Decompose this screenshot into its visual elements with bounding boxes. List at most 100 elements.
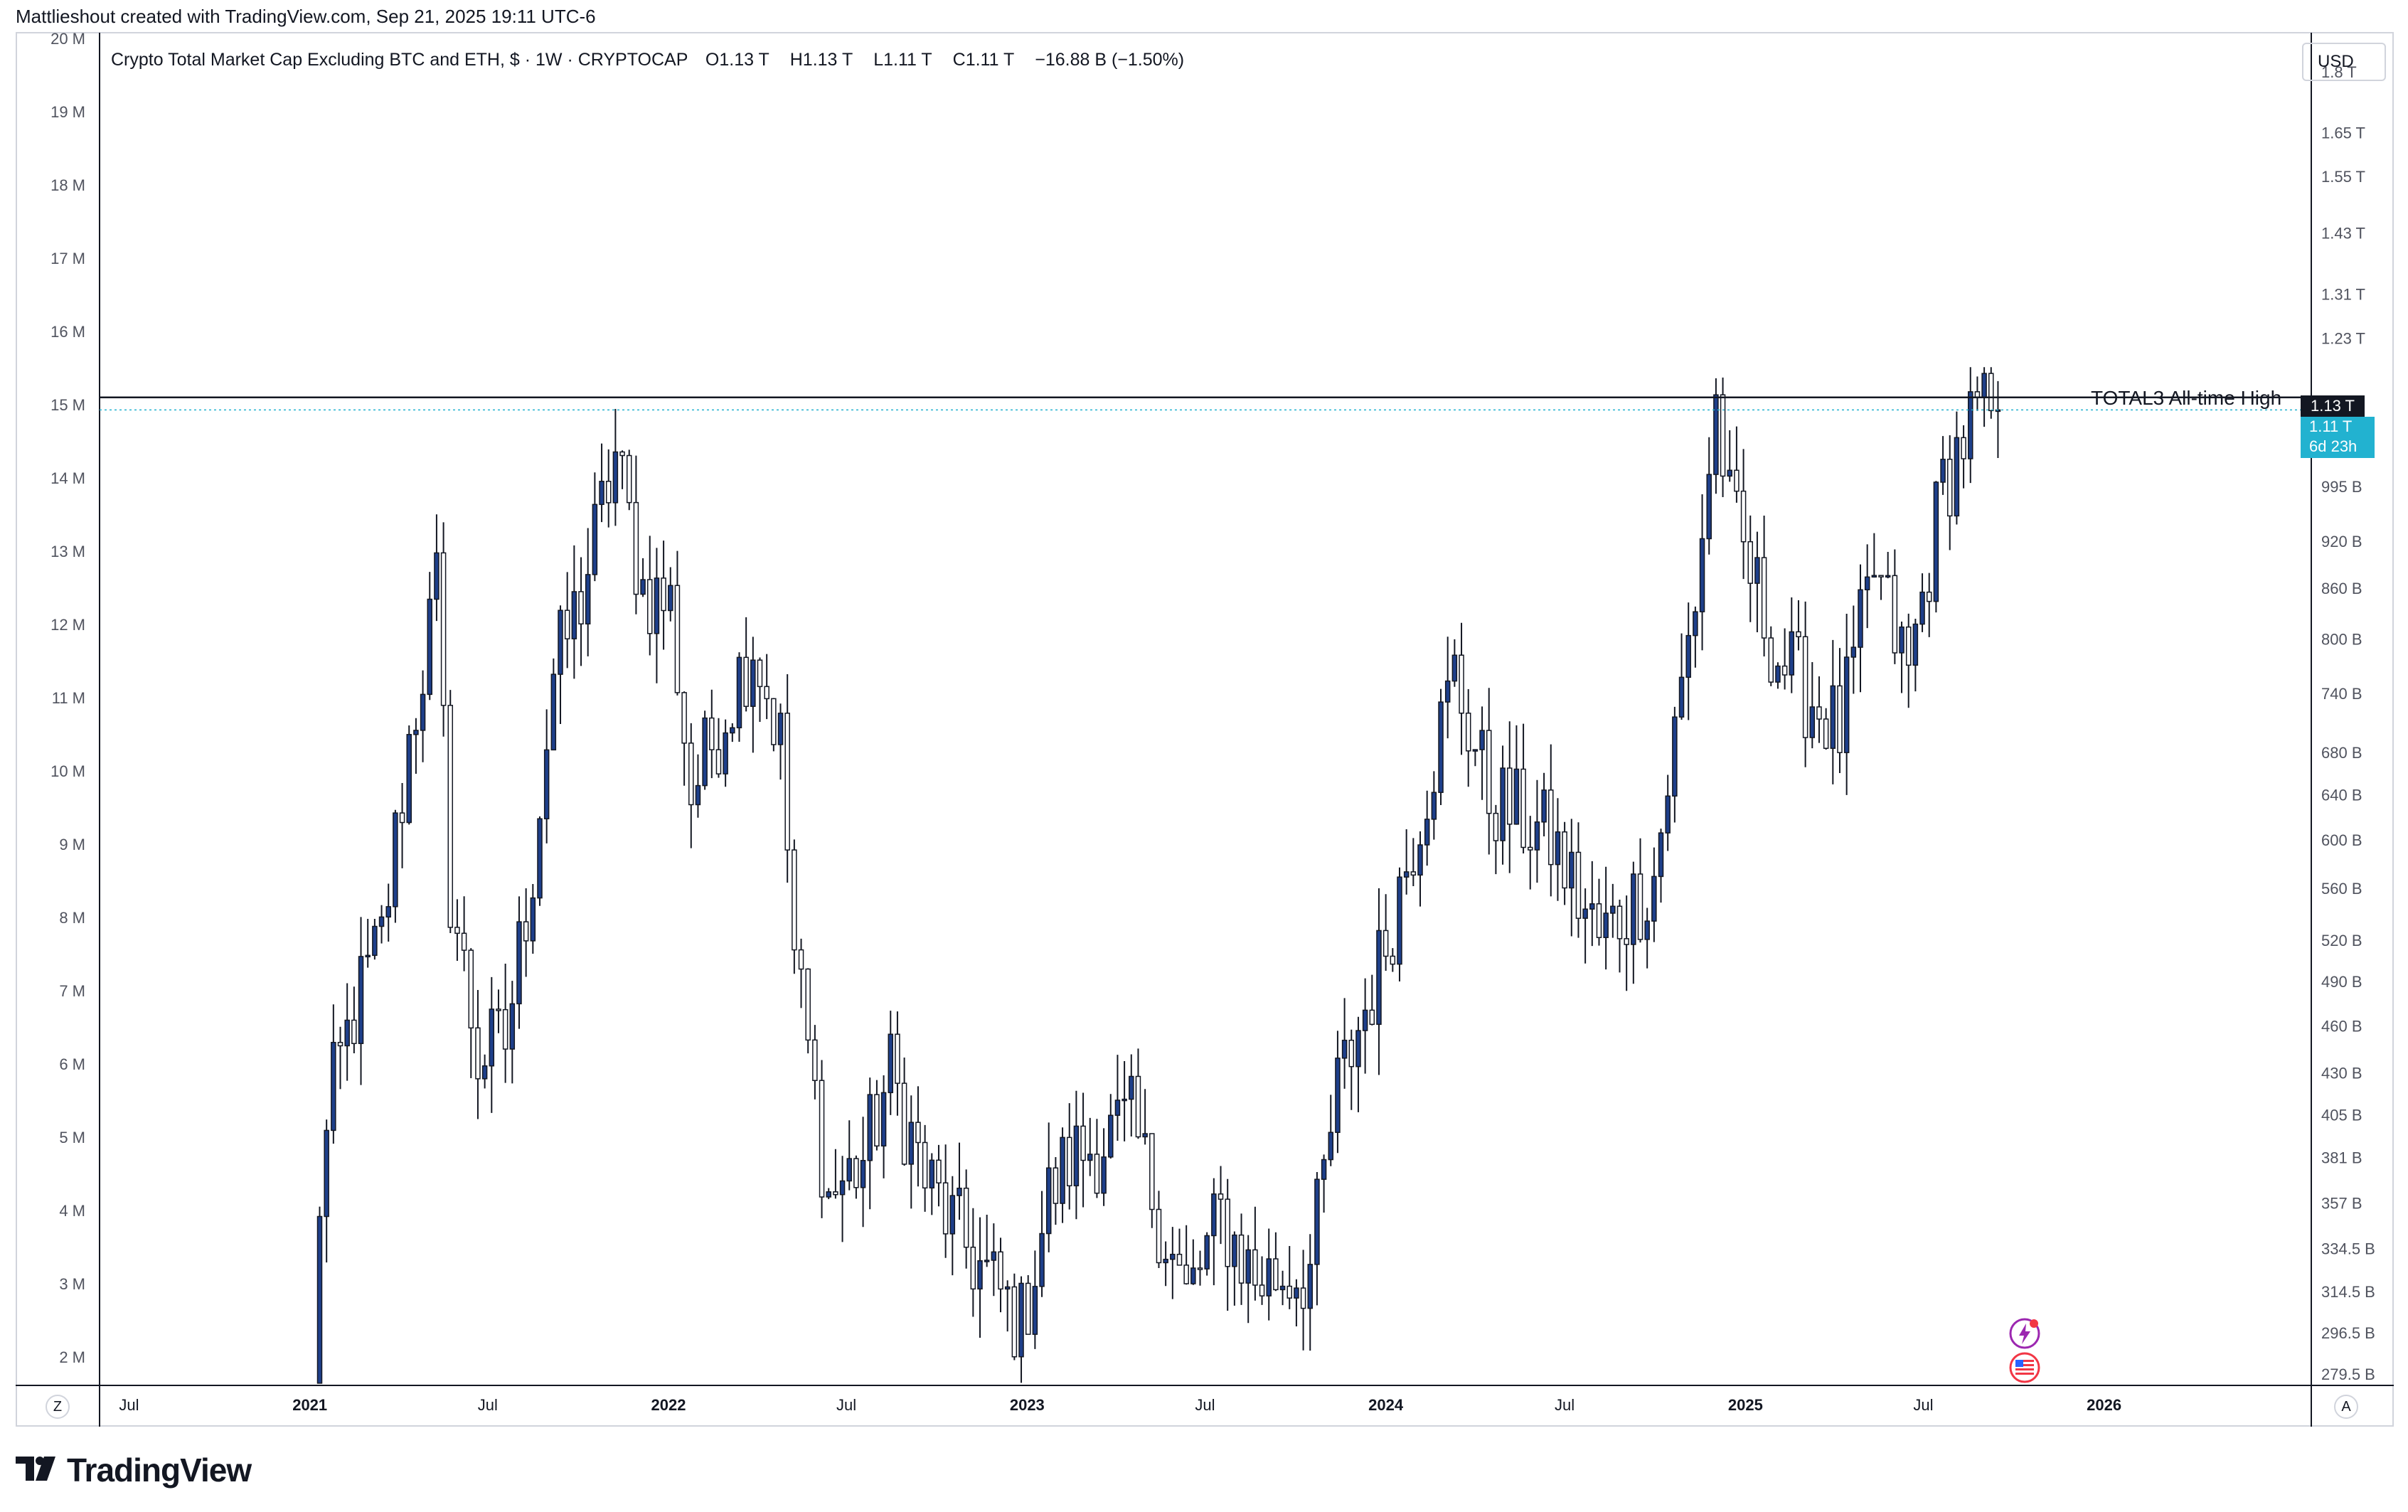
candle-down	[1974, 391, 1981, 398]
candle-up	[543, 749, 550, 819]
legend-high-value: 1.13 T	[802, 50, 853, 70]
candle-up	[668, 585, 673, 612]
left-axis-tick-label: 2 M	[59, 1348, 85, 1366]
candle-down	[1156, 1208, 1162, 1264]
time-axis-tick-label: Jul	[1195, 1396, 1215, 1414]
candle-up	[413, 730, 419, 735]
tradingview-brand[interactable]: TradingView	[16, 1451, 252, 1489]
candle-down	[674, 585, 681, 693]
right-axis-tick-label: 1.65 T	[2321, 124, 2365, 142]
candle-up	[1424, 819, 1430, 846]
candle-down	[1025, 1282, 1031, 1335]
candle-up	[1397, 876, 1402, 965]
currency-button[interactable]: USD	[2302, 43, 2386, 81]
candle-down	[1562, 831, 1567, 889]
candle-up	[489, 1008, 495, 1067]
candle-down	[1259, 1284, 1265, 1297]
lightning-event-icon[interactable]	[2008, 1317, 2041, 1353]
candle-down	[812, 1039, 818, 1081]
auto-scale-button[interactable]: A	[2334, 1395, 2358, 1419]
candle-up	[1294, 1287, 1299, 1299]
candle-up	[1045, 1167, 1052, 1235]
right-axis-tick-label: 357 B	[2321, 1194, 2362, 1212]
candle-down	[502, 1008, 508, 1050]
candle-up	[1954, 437, 1960, 517]
candle-up	[977, 1260, 983, 1290]
candle-down	[661, 577, 666, 612]
candle-up	[846, 1158, 852, 1182]
candle-up	[1631, 873, 1636, 945]
right-axis-tick-label: 800 B	[2321, 630, 2362, 648]
candle-up	[1163, 1258, 1168, 1264]
right-axis-tick-label: 1.31 T	[2321, 286, 2365, 304]
candle-down	[915, 1122, 921, 1144]
candle-up	[750, 659, 756, 707]
candle-up	[1658, 832, 1664, 878]
candle-down	[1238, 1234, 1245, 1284]
candle-up	[481, 1065, 488, 1080]
candle-up	[1321, 1159, 1327, 1180]
candle-up	[1610, 905, 1616, 914]
left-axis-tick-label: 19 M	[50, 103, 85, 121]
candle-up	[957, 1187, 962, 1196]
candle-down	[454, 927, 460, 935]
candle-down	[1528, 846, 1533, 851]
candle-down	[819, 1080, 825, 1198]
candle-up	[1665, 795, 1671, 834]
candle-up	[385, 906, 391, 918]
candle-up	[888, 1033, 894, 1094]
candle-up	[1871, 575, 1877, 578]
candle-up	[1706, 474, 1712, 540]
candle-up	[1039, 1233, 1045, 1287]
ath-annotation: TOTAL3 All-time High	[2091, 387, 2282, 409]
candle-up	[1672, 716, 1678, 797]
candle-up	[1335, 1058, 1341, 1133]
candle-down	[626, 454, 632, 504]
time-axis-tick-label: 2026	[2087, 1396, 2121, 1414]
candle-up	[1940, 459, 1946, 483]
legend-close-label: C	[952, 50, 966, 70]
candle-up	[867, 1094, 873, 1161]
candle-down	[1493, 812, 1499, 841]
legend-change-value: −16.88 B (−1.50%)	[1035, 50, 1185, 70]
candle-up	[1864, 576, 1870, 591]
candle-up	[640, 579, 646, 595]
candle-up	[1713, 394, 1719, 475]
legend-open-value: 1.13 T	[719, 50, 769, 70]
candle-up	[331, 1041, 336, 1132]
candle-up	[1534, 821, 1540, 851]
candle-up	[1981, 373, 1987, 398]
candle-up	[1885, 575, 1891, 578]
candle-up	[1789, 631, 1795, 676]
right-axis-tick-label: 860 B	[2321, 580, 2362, 597]
candle-up	[1232, 1234, 1237, 1267]
candle-up	[1266, 1258, 1272, 1297]
candle-up	[427, 598, 432, 696]
candle-down	[805, 968, 811, 1041]
candle-up	[1912, 623, 1919, 666]
candle-down	[1486, 730, 1492, 814]
candle-down	[715, 749, 722, 774]
candle-up	[1341, 1039, 1348, 1059]
left-axis-tick-label: 18 M	[50, 176, 85, 194]
us-flag-event-icon[interactable]	[2008, 1351, 2041, 1388]
candle-down	[1506, 767, 1513, 825]
candle-up	[585, 574, 591, 625]
candle-up	[1376, 930, 1382, 1026]
left-axis-tick-label: 15 M	[50, 396, 85, 414]
candle-down	[1768, 637, 1774, 683]
zoom-corner-button[interactable]: Z	[46, 1395, 70, 1419]
right-axis-tick-label: 600 B	[2321, 831, 2362, 849]
candle-up	[530, 897, 536, 942]
candle-down	[1011, 1286, 1018, 1358]
right-axis-tick-label: 740 B	[2321, 685, 2362, 703]
candle-down	[1348, 1039, 1355, 1068]
right-axis-tick-label: 430 B	[2321, 1065, 2362, 1082]
right-axis-tick-label: 560 B	[2321, 880, 2362, 898]
candle-up	[1603, 912, 1609, 938]
candle-down	[792, 849, 797, 951]
candle-down	[1816, 706, 1822, 720]
candle-down	[853, 1158, 859, 1188]
candle-up	[365, 954, 371, 958]
